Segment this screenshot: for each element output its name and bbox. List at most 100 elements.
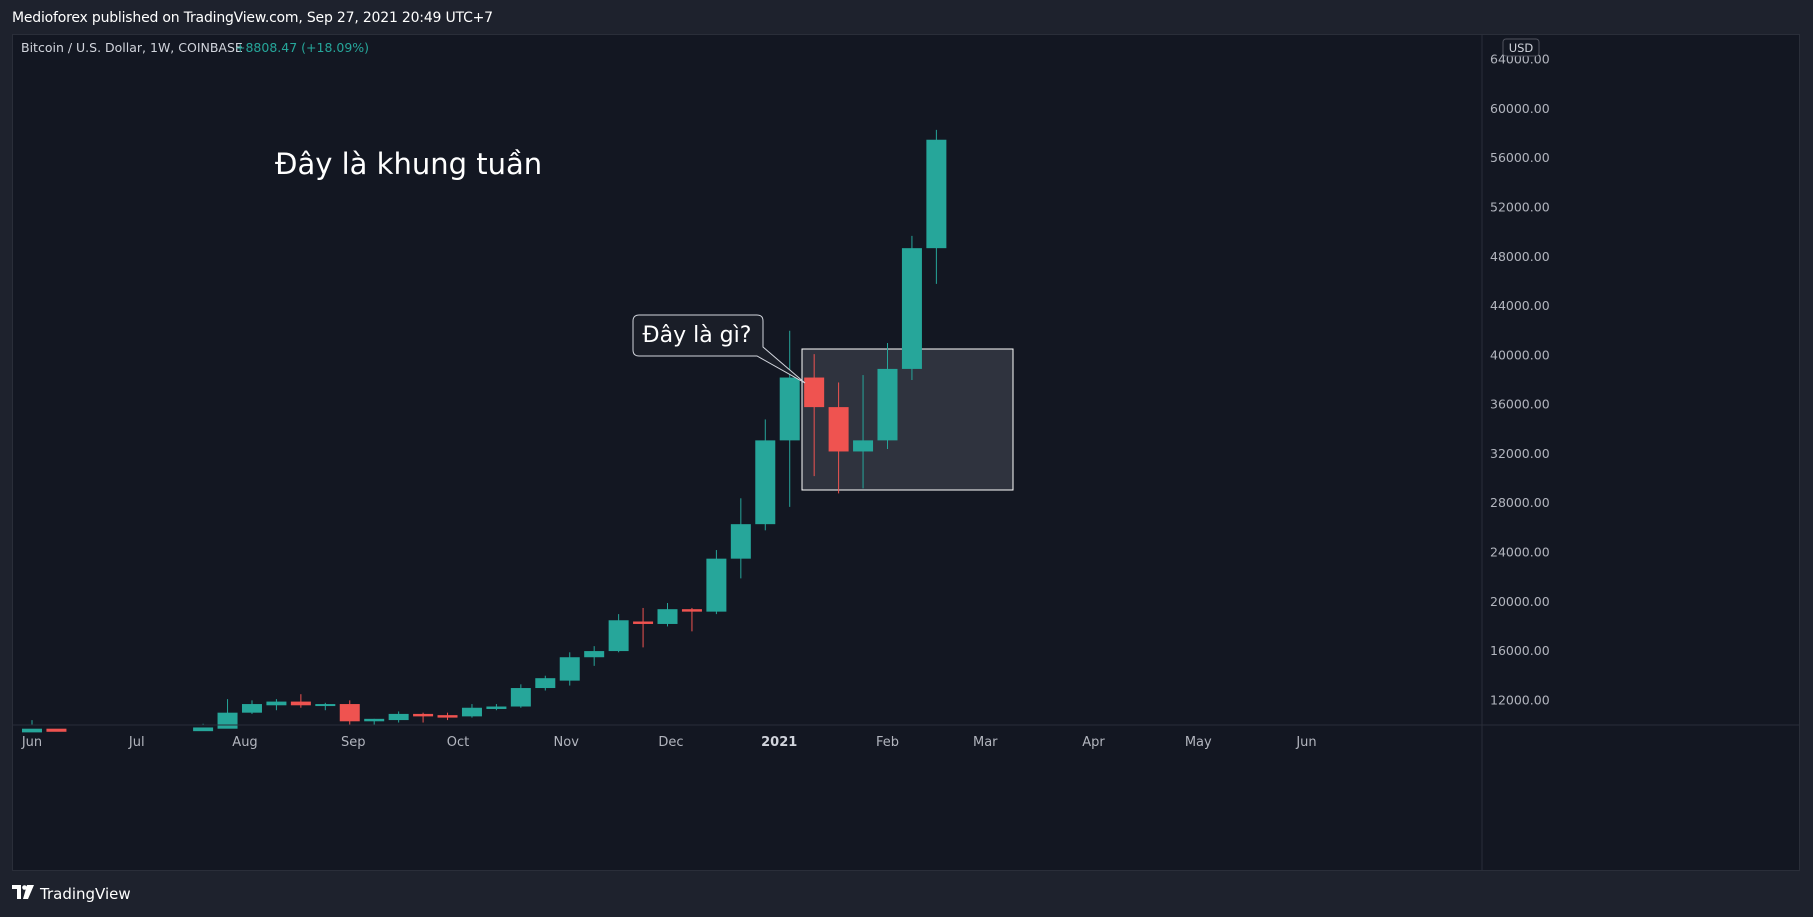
candle[interactable] xyxy=(608,614,629,653)
candle-body xyxy=(22,728,42,733)
price-tick-label: 16000.00 xyxy=(1490,643,1550,658)
candle[interactable] xyxy=(413,712,434,723)
callout-text: Đây là gì? xyxy=(643,323,752,348)
candle[interactable] xyxy=(217,699,238,729)
candle-body xyxy=(510,688,531,707)
candle-body xyxy=(241,704,262,713)
price-tick-label: 60000.00 xyxy=(1490,101,1550,116)
candle[interactable] xyxy=(755,419,776,531)
candle-body xyxy=(413,713,434,717)
time-tick-label: Jun xyxy=(1295,735,1316,750)
candle[interactable] xyxy=(657,603,678,627)
candle[interactable] xyxy=(779,330,800,507)
footer xyxy=(0,871,1813,917)
tradingview-logo-icon xyxy=(12,885,34,903)
candle-body xyxy=(437,715,458,718)
candle-body xyxy=(901,248,922,369)
candle-body xyxy=(584,651,605,658)
candle-body xyxy=(559,657,580,681)
annotation-main-text[interactable]: Đây là khung tuần xyxy=(275,147,542,181)
publisher-text: Medioforex published on TradingView.com,… xyxy=(12,10,493,26)
currency-badge[interactable]: USD xyxy=(1502,38,1540,57)
chart-frame[interactable]: 12000.00 16000.00 20000.00 24000.00 28000.00… xyxy=(12,34,1800,871)
candle[interactable] xyxy=(364,718,385,725)
time-tick-label: 2021 xyxy=(761,735,797,750)
candle[interactable] xyxy=(633,607,654,648)
candle[interactable] xyxy=(46,725,67,732)
candle[interactable] xyxy=(266,699,287,711)
candle[interactable] xyxy=(315,702,336,711)
candle-body xyxy=(217,712,238,729)
candle[interactable] xyxy=(388,711,409,723)
callout[interactable]: Đây là gì? xyxy=(632,314,806,384)
candle-body xyxy=(633,621,654,624)
candle[interactable] xyxy=(706,550,727,615)
candle-body xyxy=(193,727,214,732)
candle[interactable] xyxy=(290,694,311,708)
candle-body xyxy=(755,440,776,525)
candle-body xyxy=(853,440,874,452)
time-tick-label: Apr xyxy=(1082,735,1105,750)
candle-body xyxy=(315,704,336,707)
candle[interactable] xyxy=(510,684,531,708)
candle-body xyxy=(388,713,409,721)
candle[interactable] xyxy=(486,704,507,711)
candle-body xyxy=(364,718,385,722)
candle[interactable] xyxy=(853,375,874,489)
time-tick-label: Nov xyxy=(554,735,580,750)
candle-body xyxy=(681,609,702,612)
candle[interactable] xyxy=(901,235,922,380)
candle[interactable] xyxy=(681,607,702,632)
candle[interactable] xyxy=(241,700,262,714)
time-tick-label: Jul xyxy=(128,735,145,750)
time-axis[interactable]: Jun Jul Aug Sep Oct Nov Dec 2021 Feb Mar Apr May Jun xyxy=(21,735,1317,750)
time-tick-label: Mar xyxy=(973,735,998,750)
candle[interactable] xyxy=(804,354,825,477)
price-tick-label: 52000.00 xyxy=(1490,200,1550,215)
time-tick-label: Dec xyxy=(658,735,683,750)
price-tick-label: 28000.00 xyxy=(1490,495,1550,510)
price-tick-label: 20000.00 xyxy=(1490,594,1550,609)
candle[interactable] xyxy=(535,675,556,691)
candle-body xyxy=(339,704,360,722)
candle[interactable] xyxy=(730,498,751,579)
price-axis[interactable]: 12000.00 16000.00 20000.00 24000.00 28000.00… xyxy=(1490,52,1550,708)
candle[interactable] xyxy=(877,343,898,449)
currency-badge-label: USD xyxy=(1509,41,1534,55)
time-tick-label: Aug xyxy=(232,735,257,750)
candle-body xyxy=(804,377,825,408)
time-tick-label: Oct xyxy=(447,735,469,750)
price-tick-label: 48000.00 xyxy=(1490,249,1550,264)
candle[interactable] xyxy=(22,720,42,733)
candle[interactable] xyxy=(926,129,947,284)
price-tick-label: 44000.00 xyxy=(1490,298,1550,313)
symbol-title: Bitcoin / U.S. Dollar, 1W, COINBASE xyxy=(21,40,243,55)
candle-body xyxy=(461,707,482,717)
candle[interactable] xyxy=(559,652,580,686)
candle-body xyxy=(730,524,751,559)
time-tick-label: Feb xyxy=(876,735,899,750)
time-tick-label: Sep xyxy=(341,735,366,750)
price-tick-label: 24000.00 xyxy=(1490,545,1550,560)
price-tick-label: 12000.00 xyxy=(1490,692,1550,707)
candle-body xyxy=(46,728,67,732)
candle-body xyxy=(706,558,727,612)
candle-body xyxy=(926,139,947,249)
candle-body xyxy=(779,377,800,441)
tradingview-brand[interactable]: TradingView xyxy=(12,885,131,903)
time-tick-label: Jun xyxy=(21,735,42,750)
publisher-bar: Medioforex published on TradingView.com,… xyxy=(0,0,1813,34)
price-tick-label: 32000.00 xyxy=(1490,446,1550,461)
candle[interactable] xyxy=(339,700,360,725)
candle-body xyxy=(266,701,287,706)
price-tick-label: 56000.00 xyxy=(1490,150,1550,165)
candle-body xyxy=(828,407,849,452)
candle-body xyxy=(608,620,629,652)
candle[interactable] xyxy=(828,382,849,494)
brand-name: TradingView xyxy=(40,885,131,903)
price-tick-label: 40000.00 xyxy=(1490,347,1550,362)
candle[interactable] xyxy=(437,712,458,721)
candlestick-chart[interactable]: 12000.00 16000.00 20000.00 24000.00 28000.00… xyxy=(13,35,1799,870)
candle[interactable] xyxy=(461,704,482,718)
candle[interactable] xyxy=(584,646,605,666)
